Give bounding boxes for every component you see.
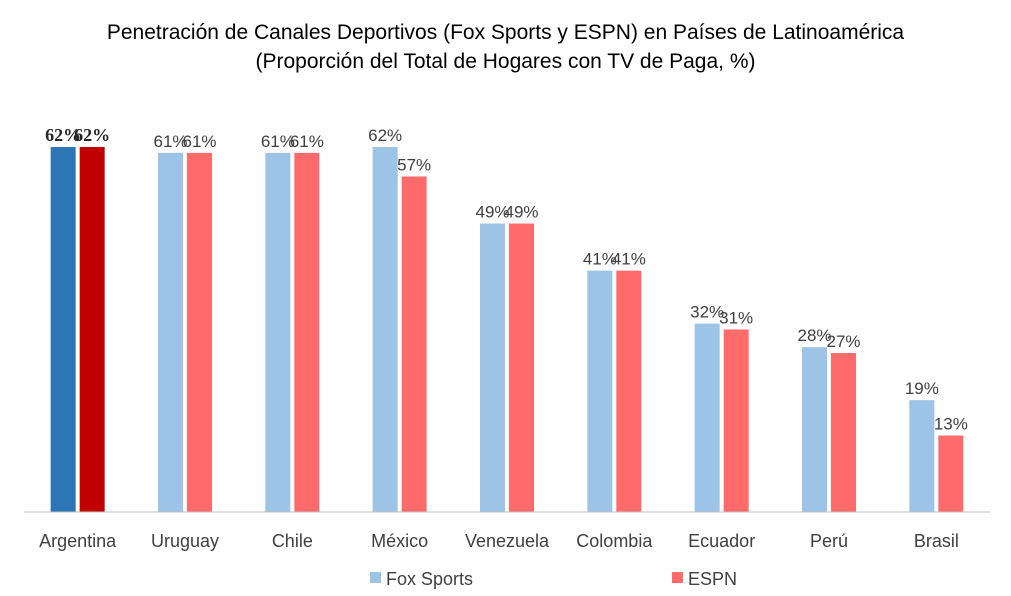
bar-espn-5 [616,270,642,512]
bar-fox-sports-3 [372,147,398,512]
bar-fox-sports-7 [802,347,827,512]
category-label-8: Brasil [914,531,959,551]
category-label-0: Argentina [39,531,117,551]
bar-espn-0 [79,147,105,512]
value-label-fox-sports-1: 61% [153,132,187,151]
value-label-fox-sports-4: 49% [475,203,509,222]
value-label-espn-2: 61% [290,132,324,151]
category-label-1: Uruguay [151,531,219,551]
category-labels-group: Argentina Uruguay Chile México Venezuela Colo… [39,531,959,551]
bar-espn-7 [831,353,856,512]
legend: Fox Sports ESPN [370,569,737,589]
value-label-fox-sports-2: 61% [261,132,295,151]
value-labels-group: 62%62% 61%61% 61%61% 62%57%49%49%41%41%32%3… [45,125,968,433]
chart-subtitle: (Proporción del Total de Hogares con TV … [255,50,756,73]
chart-title-block: Penetración de Canales Deportivos (Fox S… [0,18,1011,76]
category-label-2: Chile [272,531,313,551]
bar-fox-sports-6 [694,323,720,512]
bar-fox-sports-5 [587,270,613,512]
bar-espn-6 [723,329,749,512]
bar-espn-2 [294,152,320,513]
value-label-espn-3: 57% [397,155,431,174]
value-label-fox-sports-5: 41% [583,250,617,269]
value-label-fox-sports-8: 19% [905,379,939,398]
legend-swatch-fox-sports [370,572,381,583]
bar-fox-sports-8 [909,400,935,512]
bar-fox-sports-2 [265,152,291,513]
value-label-fox-sports-3: 62% [368,126,402,145]
value-label-espn-0: 62% [74,125,110,145]
value-label-fox-sports-7: 28% [797,326,831,345]
value-label-espn-5: 41% [612,250,646,269]
value-label-espn-7: 27% [826,332,860,351]
bar-espn-3 [401,176,427,512]
legend-label-espn: ESPN [688,569,737,589]
legend-label-fox-sports: Fox Sports [386,569,473,589]
value-label-espn-4: 49% [504,203,538,222]
bar-espn-8 [938,435,964,512]
category-label-5: Colombia [576,531,653,551]
legend-swatch-espn [672,572,683,583]
category-label-6: Ecuador [688,531,755,551]
category-label-7: Perú [810,531,848,551]
category-label-3: México [371,531,428,551]
bar-fox-sports-0 [50,147,76,512]
value-label-espn-8: 13% [934,414,968,433]
value-label-fox-sports-6: 32% [690,303,724,322]
bar-fox-sports-1 [158,152,183,513]
value-label-espn-1: 61% [182,132,216,151]
bar-espn-1 [187,152,212,513]
value-label-espn-6: 31% [719,309,753,328]
bars-group [50,147,964,513]
category-label-4: Venezuela [465,531,550,551]
bar-espn-4 [509,223,534,512]
chart-title: Penetración de Canales Deportivos (Fox S… [106,21,905,44]
value-label-fox-sports-0: 62% [45,125,81,145]
bar-fox-sports-4 [480,223,505,512]
